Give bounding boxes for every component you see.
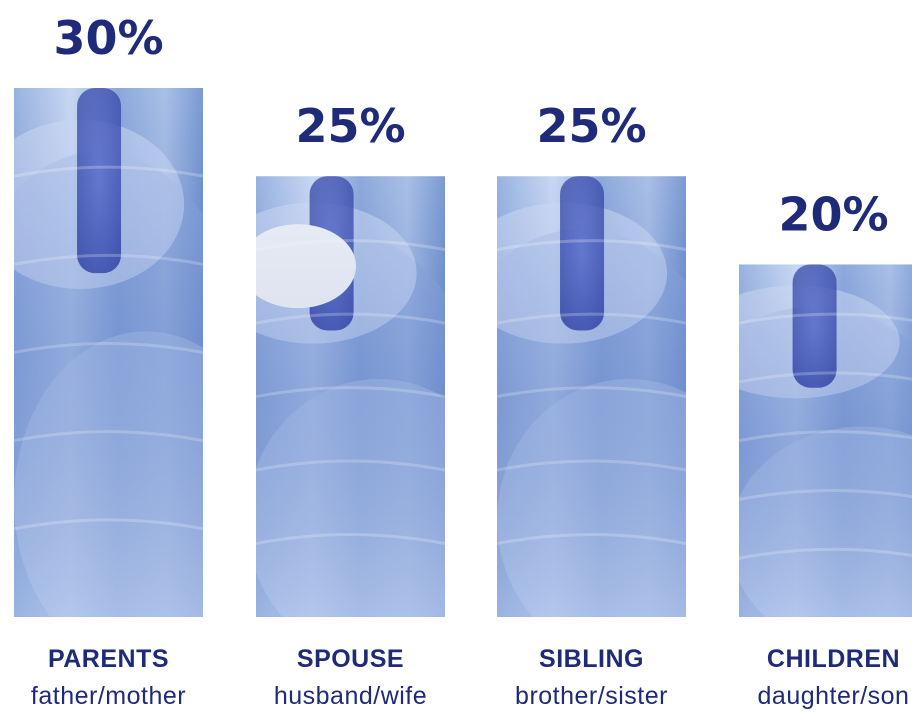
bar-parents: [14, 88, 203, 617]
value-label: 30%: [53, 11, 163, 65]
subcategory-label: daughter/son: [758, 682, 910, 710]
category-label: CHILDREN: [767, 645, 900, 673]
bar-sibling: [497, 176, 686, 618]
subcategory-label: brother/sister: [515, 682, 668, 710]
bar-spouse: [256, 176, 445, 618]
value-label: 25%: [295, 99, 405, 153]
category-label: SIBLING: [539, 645, 644, 673]
bar-children: [739, 264, 912, 617]
category-label: PARENTS: [48, 645, 169, 673]
category-label: SPOUSE: [297, 645, 404, 673]
value-label: 20%: [778, 187, 888, 241]
value-label: 25%: [536, 99, 646, 153]
subcategory-label: husband/wife: [274, 682, 427, 710]
subcategory-label: father/mother: [31, 682, 186, 710]
